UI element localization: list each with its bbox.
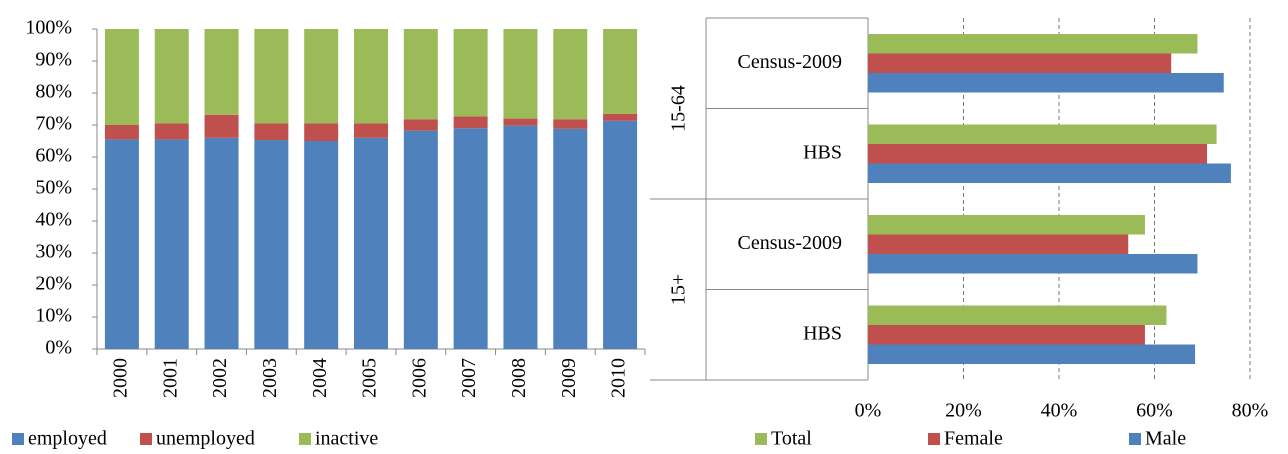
x-tick-label: 2003 — [259, 358, 281, 398]
legend-swatch — [299, 433, 311, 445]
bar — [868, 73, 1224, 93]
bar-segment — [603, 113, 638, 121]
bar-segment — [104, 29, 139, 125]
legend-swatch — [140, 433, 152, 445]
legend-label: employed — [28, 428, 107, 450]
group-label: 15+ — [668, 274, 690, 305]
bar-segment — [603, 120, 638, 349]
bar-segment — [104, 125, 139, 140]
bar-segment — [453, 116, 488, 129]
x-tick-label: 0% — [855, 400, 882, 422]
bar-segment — [553, 29, 588, 120]
bar-segment — [304, 123, 339, 141]
bar-segment — [553, 128, 588, 349]
bar-segment — [403, 130, 438, 349]
bar — [868, 53, 1172, 73]
x-tick-label: 2000 — [110, 358, 132, 398]
bar — [868, 163, 1231, 183]
bar-segment — [503, 29, 538, 119]
y-tick-label: Census-2009 — [738, 51, 842, 73]
y-tick-label: Census-2009 — [738, 232, 842, 254]
bar — [868, 34, 1198, 54]
legend-label: Female — [944, 428, 1003, 450]
group-label: 15-64 — [668, 85, 690, 132]
legend-label: Male — [1145, 428, 1186, 450]
y-tick-label: 30% — [35, 241, 72, 263]
legend-swatch — [12, 433, 24, 445]
bar-segment — [154, 29, 189, 124]
y-tick-label: 50% — [35, 177, 72, 199]
y-tick-label: 60% — [35, 145, 72, 167]
x-tick-label: 2007 — [458, 358, 480, 398]
y-tick-label: 90% — [35, 49, 72, 71]
x-tick-label: 2009 — [558, 358, 580, 398]
legend-label: Total — [771, 428, 812, 450]
bar-segment — [354, 123, 388, 138]
x-tick-label: 2005 — [359, 358, 381, 398]
bar — [868, 325, 1145, 345]
y-tick-label: 40% — [35, 209, 72, 231]
y-tick-label: 80% — [35, 81, 72, 103]
bar-segment — [403, 119, 438, 131]
bar-segment — [304, 141, 339, 349]
x-tick-label: 2002 — [209, 358, 231, 398]
bar-segment — [503, 118, 538, 126]
x-tick-label: 2004 — [309, 358, 331, 398]
legend-swatch — [928, 433, 940, 445]
y-tick-label: 20% — [35, 273, 72, 295]
bar-segment — [254, 29, 289, 124]
bar-segment — [603, 29, 638, 114]
bar-segment — [503, 125, 538, 349]
bar-segment — [354, 29, 388, 124]
legend-label: unemployed — [156, 428, 255, 450]
y-tick-label: 0% — [45, 337, 72, 359]
bar — [868, 215, 1145, 235]
x-tick-label: 2001 — [159, 358, 181, 398]
x-tick-label: 20% — [945, 400, 982, 422]
bar — [868, 344, 1196, 364]
y-tick-label: 100% — [25, 17, 72, 39]
bar-segment — [104, 139, 139, 349]
legend-swatch — [755, 433, 767, 445]
bar-segment — [254, 140, 289, 349]
y-tick-label: 10% — [35, 305, 72, 327]
x-tick-label: 40% — [1041, 400, 1078, 422]
x-tick-label: 60% — [1136, 400, 1173, 422]
bar — [868, 254, 1198, 274]
legend-label: inactive — [315, 428, 378, 450]
x-tick-label: 2006 — [408, 358, 430, 398]
x-tick-label: 80% — [1232, 400, 1269, 422]
bar-segment — [204, 114, 239, 138]
x-tick-label: 2010 — [608, 358, 630, 398]
bar-segment — [453, 128, 488, 349]
bar — [868, 144, 1208, 164]
y-tick-label: HBS — [803, 141, 842, 163]
bar-segment — [204, 29, 239, 115]
bar-segment — [254, 123, 289, 141]
bar-segment — [154, 123, 189, 140]
bar-segment — [154, 139, 189, 349]
bar — [868, 305, 1167, 325]
bar-segment — [354, 137, 388, 349]
y-tick-label: 70% — [35, 113, 72, 135]
bar-segment — [403, 29, 438, 120]
bar-segment — [453, 29, 488, 117]
legend-swatch — [1129, 433, 1141, 445]
y-tick-label: HBS — [803, 322, 842, 344]
bar-segment — [553, 119, 588, 129]
x-tick-label: 2008 — [508, 358, 530, 398]
bar — [868, 234, 1129, 254]
bar-segment — [304, 29, 339, 124]
bar-segment — [204, 137, 239, 349]
bar — [868, 124, 1217, 144]
